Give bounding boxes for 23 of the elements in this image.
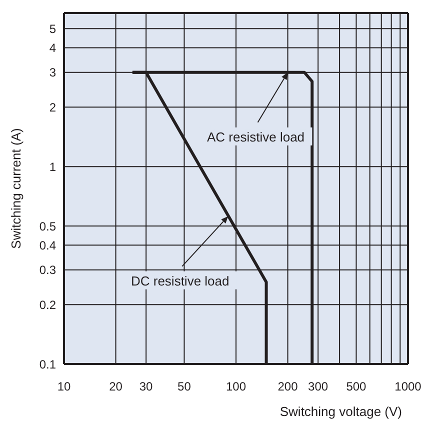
y-tick-label: 0.5 <box>39 219 56 234</box>
x-tick-label: 1000 <box>394 380 422 394</box>
x-tick-label: 20 <box>109 380 123 394</box>
x-tick-label: 300 <box>308 380 328 394</box>
x-tick-label: 30 <box>139 380 154 394</box>
y-tick-label: 4 <box>49 41 56 56</box>
x-tick-label: 10 <box>57 380 71 394</box>
x-tick-label: 50 <box>178 380 192 394</box>
y-tick-label: 3 <box>49 66 56 80</box>
x-tick-label: 100 <box>226 380 246 394</box>
y-tick-label: 0.3 <box>39 263 56 278</box>
y-tick-label: 0.1 <box>39 357 56 372</box>
x-tick-label: 200 <box>278 380 298 394</box>
y-tick-label: 2 <box>49 100 56 114</box>
y-tick-label: 1 <box>49 160 56 174</box>
x-axis-title: Switching voltage (V) <box>280 404 402 419</box>
y-tick-label: 0.2 <box>39 298 56 312</box>
y-axis-title: Switching current (A) <box>8 128 24 249</box>
x-tick-label: 500 <box>346 380 367 394</box>
annotation: AC resistive load <box>207 129 305 144</box>
y-tick-label: 0.4 <box>39 238 56 252</box>
y-tick-label: 5 <box>49 22 56 36</box>
annotation: DC resistive load <box>130 273 230 288</box>
